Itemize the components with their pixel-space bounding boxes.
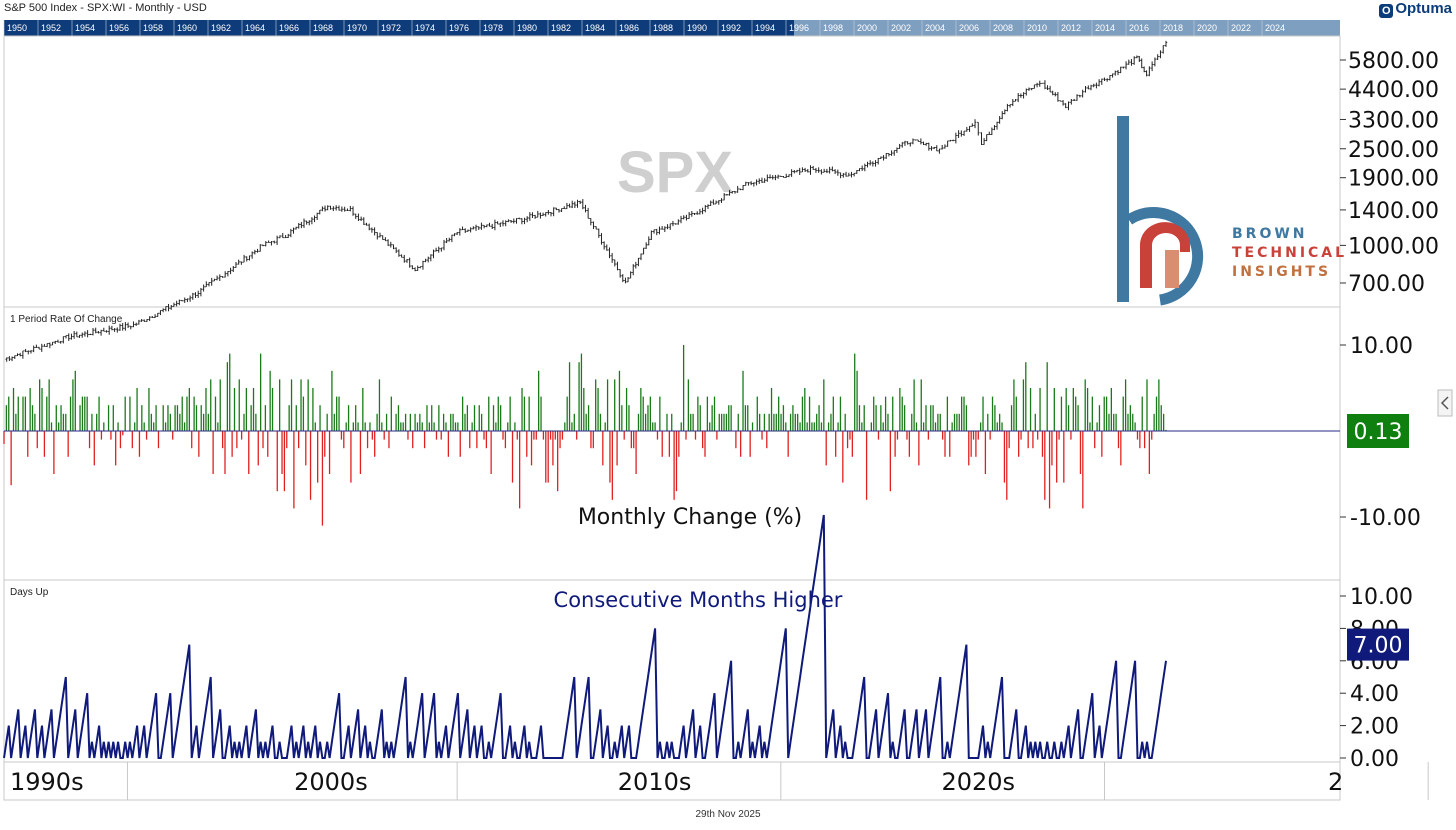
yearbar-year-label: 1958 [143, 23, 163, 33]
logo-line-3: INSIGHTS [1232, 264, 1331, 280]
panel-scroll-handle[interactable] [1437, 389, 1453, 417]
chart-title: S&P 500 Index - SPX:WI - Monthly - USD [4, 2, 207, 14]
logo-line-2: TECHNICAL [1232, 245, 1347, 261]
roc-panel-title: 1 Period Rate Of Change [10, 314, 123, 325]
yearbar-year-label: 1956 [109, 23, 129, 33]
panel-frames [3, 35, 1341, 801]
roc-panel: 1 Period Rate Of Change Monthly Change (… [3, 314, 1340, 530]
axes: 5800.00 4400.00 3300.00 2500.00 1900.00 1400.… [1340, 49, 1439, 772]
yearbar-year-label: 1990 [687, 23, 707, 33]
yearbar-year-label: 2008 [993, 23, 1013, 33]
watermark-symbol: SPX [617, 140, 733, 205]
yearbar-year-label: 1982 [551, 23, 571, 33]
scroll-handle-box[interactable] [1437, 389, 1453, 417]
yearbar-year-label: 1974 [415, 23, 435, 33]
year-scroll-bar[interactable]: 1950 1952 1954 1956 1958 1960 1962 1964 1966 1968… [3, 20, 1340, 36]
price-ytick-label: 1400.00 [1348, 199, 1439, 224]
price-ytick-label: 5800.00 [1348, 49, 1439, 74]
logo-bowl-icon [1125, 206, 1204, 306]
roc-ytick-label: -10.00 [1350, 506, 1421, 531]
optuma-logo: O Optuma [1379, 0, 1452, 18]
yearbar-year-label: 2014 [1095, 23, 1115, 33]
days-last-value-badge [1347, 628, 1409, 661]
yearbar-year-label: 1986 [619, 23, 639, 33]
yearbar-year-label: 1980 [517, 23, 537, 33]
days-ytick-label: 10.00 [1350, 585, 1413, 610]
yearbar-year-label: 1992 [721, 23, 741, 33]
decade-label: 2020s [941, 768, 1015, 796]
yearbar-year-label: 1952 [41, 23, 61, 33]
yearbar-year-label: 1970 [347, 23, 367, 33]
days-panel-title: Days Up [10, 587, 49, 598]
roc-annotation: Monthly Change (%) [578, 505, 802, 530]
yearbar-year-label: 2020 [1197, 23, 1217, 33]
yearbar-year-label: 1988 [653, 23, 673, 33]
price-ytick-label: 1000.00 [1348, 234, 1439, 259]
yearbar-year-label: 1998 [823, 23, 843, 33]
yearbar-year-label: 1978 [483, 23, 503, 33]
optuma-mark-icon: O [1379, 4, 1394, 18]
logo-stem-icon [1117, 116, 1129, 302]
yearbar-year-label: 2018 [1163, 23, 1183, 33]
yearbar-year-label: 2012 [1061, 23, 1081, 33]
logo-inner-icon [1140, 222, 1190, 288]
logo-accent-icon [1165, 250, 1179, 288]
decade-axis: 1990s 2000s 2010s 2020s 2 [10, 762, 1429, 800]
chevron-left-icon[interactable] [1440, 396, 1449, 410]
yearbar-year-label: 1996 [789, 23, 809, 33]
yearbar-year-label: 1964 [245, 23, 265, 33]
yearbar-year-label: 2022 [1231, 23, 1251, 33]
footer-date: 29th Nov 2025 [695, 809, 760, 820]
roc-last-value: 0.13 [1354, 420, 1403, 445]
days-annotation: Consecutive Months Higher [554, 588, 843, 612]
yearbar-year-label: 1984 [585, 23, 605, 33]
yearbar-year-label: 2010 [1027, 23, 1047, 33]
yearbar-year-label: 1962 [211, 23, 231, 33]
yearbar-year-label: 2006 [959, 23, 979, 33]
yearbar-visible-range[interactable] [4, 20, 794, 36]
decade-label: 1990s [10, 768, 84, 796]
logo-line-1: BROWN [1232, 226, 1308, 242]
yearbar-year-label: 1966 [279, 23, 299, 33]
yearbar-year-label: 2002 [891, 23, 911, 33]
price-ytick-label: 4400.00 [1348, 78, 1439, 103]
price-panel: SPX [5, 40, 1168, 362]
yearbar-year-label: 1968 [313, 23, 333, 33]
roc-ytick-label: 10.00 [1350, 334, 1413, 359]
yearbar-year-label: 1960 [177, 23, 197, 33]
brown-technical-insights-logo: BROWN TECHNICAL INSIGHTS [1117, 116, 1347, 306]
yearbar-year-label: 2024 [1265, 23, 1285, 33]
days-ytick-label: 2.00 [1350, 715, 1399, 740]
days-up-panel: Days Up Consecutive Months Higher [3, 514, 1167, 759]
yearbar-year-label: 1950 [7, 23, 27, 33]
days-last-value: 7.00 [1354, 634, 1403, 659]
yearbar-year-label: 2016 [1129, 23, 1149, 33]
consecutive-months-line [3, 514, 1167, 759]
yearbar-year-label: 1994 [755, 23, 775, 33]
decade-label: 2 [1328, 768, 1343, 796]
days-ytick-label: 4.00 [1350, 682, 1399, 707]
yearbar-year-label: 1972 [381, 23, 401, 33]
yearbar-outside-range[interactable] [794, 20, 1340, 36]
price-ytick-label: 700.00 [1348, 272, 1425, 297]
roc-last-value-badge [1347, 414, 1409, 448]
window-titlebar: S&P 500 Index - SPX:WI - Monthly - USD O… [0, 0, 1456, 18]
price-ytick-label: 1900.00 [1348, 167, 1439, 192]
days-ytick-label: 0.00 [1350, 747, 1399, 772]
optuma-brand-text: Optuma [1395, 0, 1452, 17]
yearbar-year-label: 2004 [925, 23, 945, 33]
yearbar-year-label: 2000 [857, 23, 877, 33]
yearbar-year-label: 1976 [449, 23, 469, 33]
price-ytick-label: 3300.00 [1348, 108, 1439, 133]
price-ytick-label: 2500.00 [1348, 138, 1439, 163]
yearbar-year-label: 1954 [75, 23, 95, 33]
decade-label: 2000s [294, 768, 368, 796]
decade-label: 2010s [618, 768, 692, 796]
